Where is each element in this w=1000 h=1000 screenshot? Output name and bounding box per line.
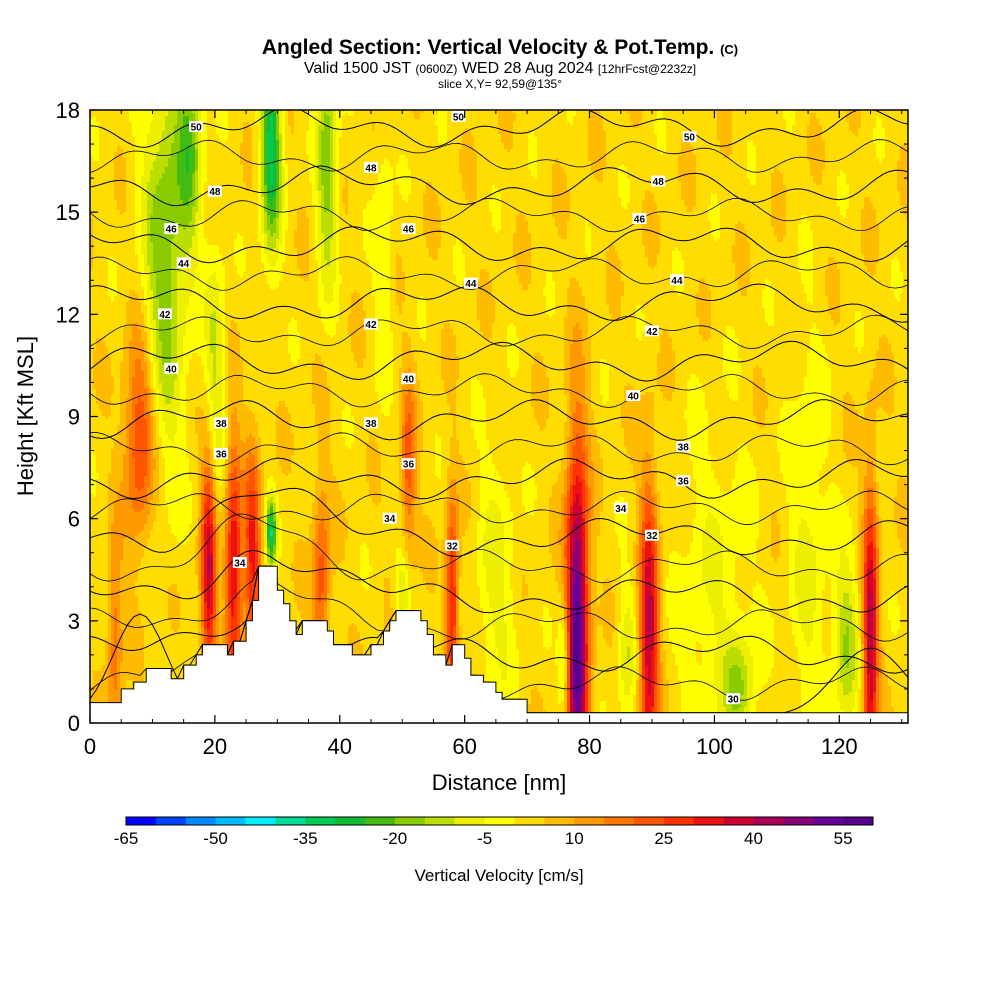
contour-label: 32 <box>645 530 659 543</box>
contour-label: 50 <box>682 131 696 144</box>
colorbar-swatch <box>753 817 783 825</box>
colorbar-swatch <box>783 817 813 825</box>
contour-label: 48 <box>651 176 665 189</box>
contour-label: 38 <box>676 441 690 454</box>
colorbar-tick-label: 55 <box>834 829 853 848</box>
colorbar-tick-label: 10 <box>565 829 584 848</box>
x-tick-label: 0 <box>84 734 96 759</box>
colorbar-swatch <box>604 817 634 825</box>
y-tick-label: 18 <box>56 98 80 123</box>
y-tick-label: 0 <box>68 711 80 736</box>
contour-label: 50 <box>451 111 465 124</box>
colorbar-swatch <box>365 817 395 825</box>
colorbar-swatch <box>425 817 455 825</box>
contour-label: 30 <box>726 693 740 706</box>
contour-label: 32 <box>445 540 459 553</box>
colorbar-swatch <box>694 817 724 825</box>
colorbar-swatch <box>156 817 186 825</box>
colorbar-tick-label: -20 <box>383 829 408 848</box>
y-tick-label: 3 <box>68 609 80 634</box>
x-tick-label: 40 <box>328 734 352 759</box>
colorbar-swatch <box>335 817 365 825</box>
colorbar-swatch <box>634 817 664 825</box>
contour-label: 34 <box>614 502 628 515</box>
contour-label: 36 <box>401 458 415 471</box>
contour-label: 48 <box>364 162 378 175</box>
y-tick-label: 9 <box>68 405 80 430</box>
cross-section-chart: 3032343638404244464850505048484646444442… <box>0 0 1000 1000</box>
x-tick-label: 60 <box>452 734 476 759</box>
colorbar-tick-label: -65 <box>114 829 139 848</box>
y-axis-title: Height [Kft MSL] <box>13 336 38 496</box>
colorbar-swatch <box>246 817 276 825</box>
x-tick-label: 120 <box>821 734 858 759</box>
contour-label: 34 <box>233 557 247 570</box>
colorbar-swatch <box>395 817 425 825</box>
colorbar-swatch <box>574 817 604 825</box>
contour-label: 48 <box>208 186 222 199</box>
x-axis-title: Distance [nm] <box>432 770 567 795</box>
colorbar-tick-label: 25 <box>654 829 673 848</box>
contour-label: 36 <box>676 475 690 488</box>
colorbar-tick-label: -50 <box>203 829 228 848</box>
contour-label: 38 <box>364 417 378 430</box>
contour-label: 36 <box>214 448 228 461</box>
colorbar-tick-label: -35 <box>293 829 318 848</box>
contour-label: 40 <box>626 390 640 403</box>
contour-label: 50 <box>189 121 203 133</box>
x-tick-label: 20 <box>203 734 227 759</box>
colorbar-tick-label: 40 <box>744 829 763 848</box>
colorbar-swatch <box>843 817 873 825</box>
y-tick-label: 12 <box>56 302 80 327</box>
contour-label: 46 <box>632 213 646 226</box>
contour-label: 42 <box>158 308 172 321</box>
contour-label: 44 <box>464 278 478 291</box>
colorbar-tick-label: -5 <box>477 829 492 848</box>
contour-label: 42 <box>364 319 378 332</box>
colorbar-swatch <box>275 817 305 825</box>
contour-label: 34 <box>383 513 397 526</box>
x-tick-label: 100 <box>696 734 733 759</box>
y-tick-label: 6 <box>68 507 80 532</box>
colorbar-swatch <box>724 817 754 825</box>
contour-label: 46 <box>164 223 178 236</box>
colorbar-swatch <box>186 817 216 825</box>
contour-label: 40 <box>401 373 415 386</box>
colorbar-swatch <box>485 817 515 825</box>
colorbar-title: Vertical Velocity [cm/s] <box>414 866 583 885</box>
contour-label: 38 <box>214 417 228 430</box>
colorbar-swatch <box>126 817 156 825</box>
colorbar-swatch <box>544 817 574 825</box>
contour-label: 46 <box>401 223 415 236</box>
vertical-velocity-field <box>90 110 909 725</box>
colorbar-swatch <box>216 817 246 825</box>
contour-label: 40 <box>164 363 178 376</box>
x-tick-label: 80 <box>577 734 601 759</box>
colorbar-swatch <box>305 817 335 825</box>
colorbar-swatch <box>455 817 485 825</box>
contour-label: 44 <box>177 257 191 270</box>
contour-label: 42 <box>645 325 659 338</box>
contour-label: 44 <box>670 274 684 287</box>
colorbar: -65 -50 -35 -20 -5 10 25 40 55 <box>114 817 874 848</box>
colorbar-swatch <box>664 817 694 825</box>
y-tick-label: 15 <box>56 200 80 225</box>
colorbar-swatch <box>813 817 843 825</box>
colorbar-swatch <box>514 817 544 825</box>
